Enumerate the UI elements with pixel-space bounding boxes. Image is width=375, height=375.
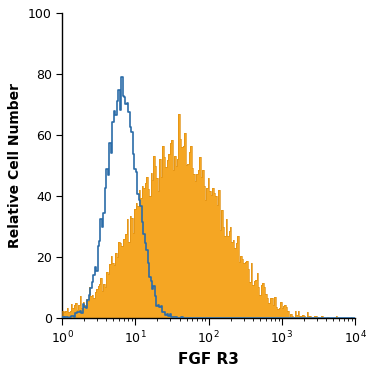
Y-axis label: Relative Cell Number: Relative Cell Number bbox=[8, 83, 22, 248]
X-axis label: FGF R3: FGF R3 bbox=[178, 352, 239, 367]
